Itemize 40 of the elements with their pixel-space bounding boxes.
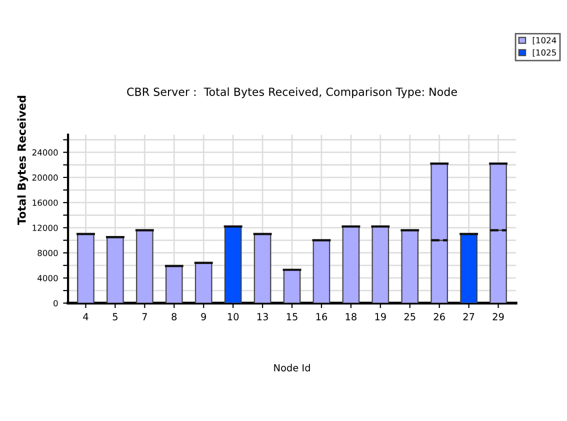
bar <box>401 230 419 304</box>
bar <box>106 236 124 304</box>
bar <box>194 262 212 304</box>
bar <box>312 240 330 304</box>
legend-label: [1025 <box>532 49 556 57</box>
x-tick-label: 4 <box>83 313 88 320</box>
bar <box>372 226 390 304</box>
x-tick-label: 5 <box>112 313 118 320</box>
y-tick-label: 0 <box>54 300 58 306</box>
bar <box>254 233 272 304</box>
x-tick-label: 26 <box>434 313 445 320</box>
bar <box>165 265 183 304</box>
bar <box>224 226 242 304</box>
legend-label: [1024 <box>532 36 556 44</box>
bar <box>342 226 360 304</box>
x-tick-label: 27 <box>463 313 474 320</box>
bar <box>460 233 478 304</box>
y-tick-label: 20000 <box>32 174 58 181</box>
x-tick-label: 15 <box>286 313 298 320</box>
x-tick-label: 10 <box>228 313 239 320</box>
x-tick-label: 18 <box>346 313 356 320</box>
x-tick-label: 25 <box>404 313 416 320</box>
y-axis-title: Total Bytes Received <box>17 96 28 225</box>
x-tick-label: 29 <box>492 313 504 320</box>
x-axis-title: Node Id <box>274 364 310 372</box>
bar <box>136 230 154 304</box>
bar <box>77 233 94 304</box>
y-tick-label: 8000 <box>38 250 58 256</box>
bar <box>283 269 301 304</box>
y-tick-label: 24000 <box>32 149 58 156</box>
x-tick-label: 16 <box>316 313 328 320</box>
y-tick-label: 16000 <box>32 200 58 206</box>
x-tick-label: 13 <box>257 313 268 320</box>
x-tick-label: 8 <box>172 313 177 320</box>
x-tick-label: 7 <box>142 313 147 320</box>
y-tick-label: 4000 <box>38 274 58 282</box>
x-tick-label: 9 <box>201 313 206 320</box>
chart-title: CBR Server : Total Bytes Received, Comparison Type: Node <box>127 87 457 98</box>
x-tick-label: 19 <box>375 313 386 320</box>
y-tick-label: 12000 <box>32 224 58 231</box>
